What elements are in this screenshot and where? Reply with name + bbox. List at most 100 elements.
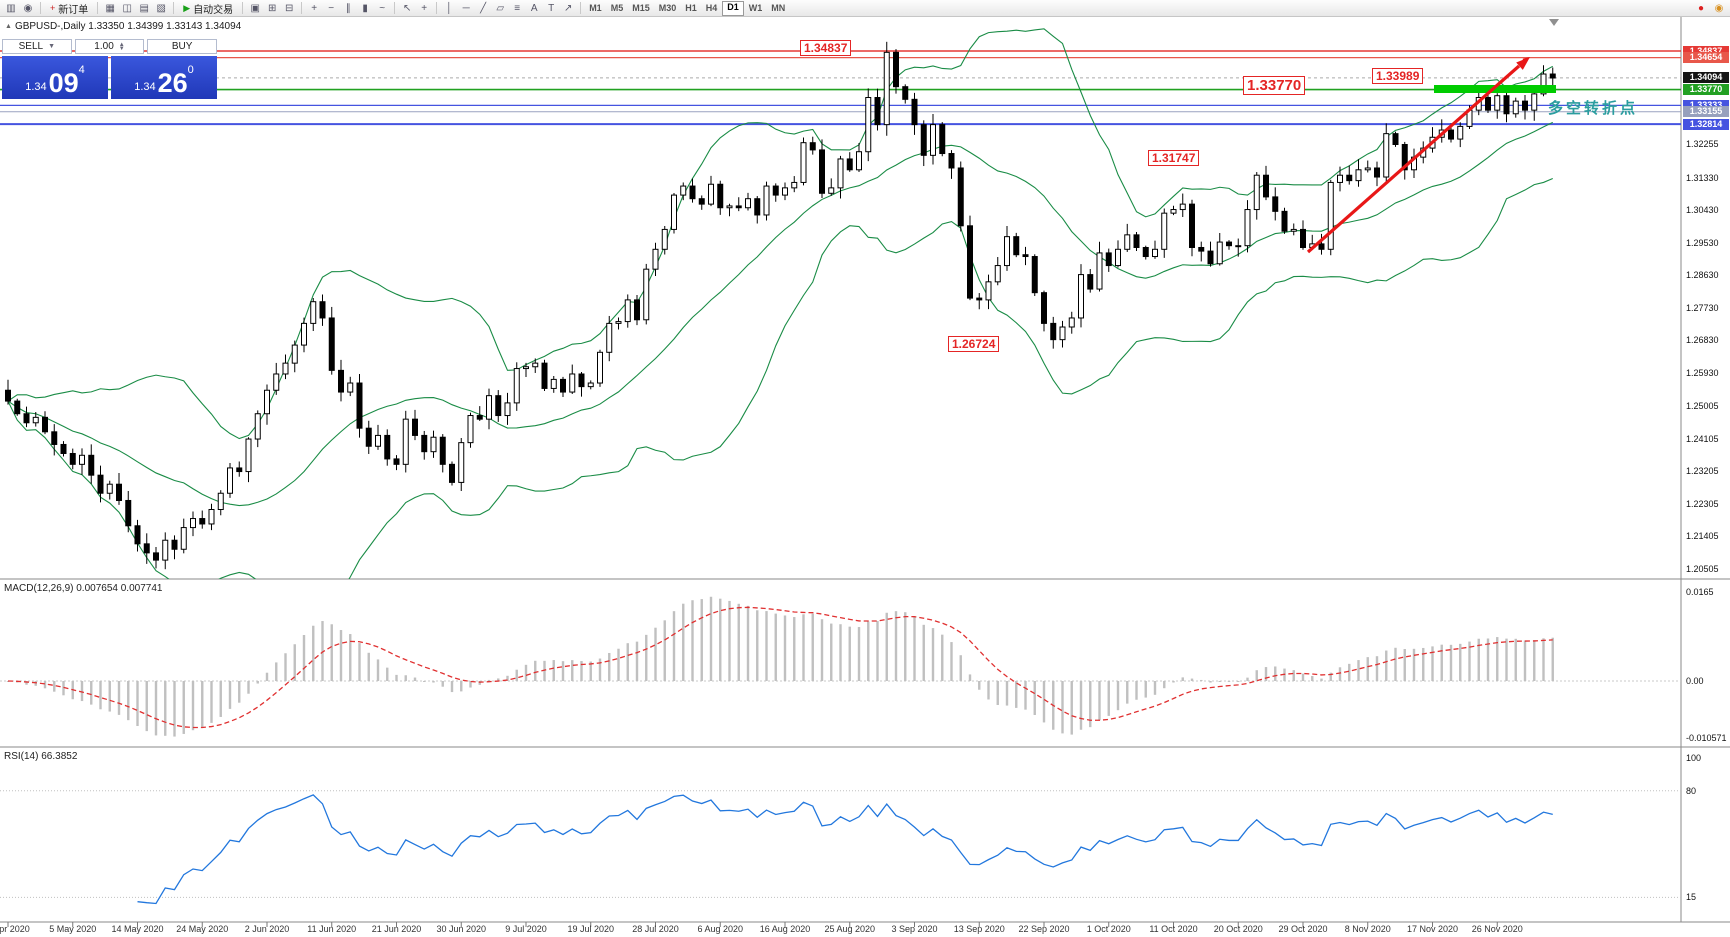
time-axis-label: 25 Aug 2020 bbox=[824, 924, 876, 934]
price-axis-label: 1.23205 bbox=[1686, 466, 1719, 477]
cursor-icon[interactable]: ↖ bbox=[402, 2, 412, 14]
price-tag: 1.33333 bbox=[1683, 99, 1729, 111]
new-order-button-label: 新订单 bbox=[58, 4, 89, 16]
crosshair-icon[interactable]: + bbox=[421, 2, 428, 14]
timeframe-D1[interactable]: D1 bbox=[722, 0, 744, 16]
timeframe-MN[interactable]: MN bbox=[771, 2, 786, 13]
indicator-axis-label: 0.00 bbox=[1686, 676, 1704, 686]
sell-price-big: 09 bbox=[48, 68, 79, 98]
time-axis-label: 20 Oct 2020 bbox=[1213, 924, 1263, 934]
autotrading-button[interactable]: ▶ 自动交易 bbox=[178, 1, 238, 16]
time-axis-label: 19 Jul 2020 bbox=[567, 924, 615, 934]
rsi-panel bbox=[0, 790, 1681, 905]
price-tag: 1.32814 bbox=[1683, 118, 1729, 130]
timeframe-W1[interactable]: W1 bbox=[748, 2, 763, 13]
bollinger-bands bbox=[7, 28, 1554, 579]
price-tag: 1.34837 bbox=[1683, 45, 1729, 57]
time-axis-label: 11 Jun 2020 bbox=[307, 924, 357, 934]
price-axis-label: 1.22305 bbox=[1686, 498, 1719, 509]
volume-stepper[interactable]: ▲ ▼ bbox=[118, 41, 125, 52]
timeframe-M15[interactable]: M15 bbox=[632, 2, 650, 13]
indicator-axis-label: 80 bbox=[1686, 785, 1697, 796]
price-axis-label: 1.30430 bbox=[1686, 205, 1719, 216]
new-order-button[interactable]: + 新订单 bbox=[45, 1, 93, 16]
timeframe-M5[interactable]: M5 bbox=[610, 2, 624, 13]
chevron-down-icon: ▼ bbox=[48, 43, 56, 50]
price-axis-label: 1.24105 bbox=[1686, 433, 1719, 444]
buy-tab[interactable]: BUY bbox=[147, 39, 218, 54]
toolbar-separator bbox=[97, 2, 99, 14]
indicator-axis-label: -0.010571 bbox=[1686, 733, 1727, 744]
price-level-label[interactable]: 1.31747 bbox=[1148, 150, 1200, 166]
alert-icon[interactable]: ● bbox=[1697, 2, 1705, 14]
line-chart-icon[interactable]: ~ bbox=[379, 2, 386, 14]
profiles-icon[interactable]: ◫ bbox=[122, 2, 132, 14]
equidistant-channel-icon[interactable]: ▱ bbox=[496, 2, 505, 14]
timeframe-H4[interactable]: H4 bbox=[705, 2, 718, 13]
price-axis-label: 1.31330 bbox=[1686, 172, 1719, 183]
new-chart-icon[interactable]: ▣ bbox=[250, 2, 260, 14]
price-level-label[interactable]: 1.33989 bbox=[1372, 68, 1424, 84]
buy-tab-label: BUY bbox=[171, 41, 193, 52]
arrows-icon[interactable]: ↗ bbox=[563, 2, 573, 14]
text-label-icon[interactable]: T bbox=[548, 2, 555, 14]
sell-button[interactable]: 1.34 09 4 bbox=[2, 56, 108, 99]
price-level-label[interactable]: 1.26724 bbox=[948, 336, 1000, 352]
bar-chart-icon[interactable]: ∥ bbox=[345, 2, 351, 14]
chart-title-text: GBPUSD-,Daily 1.33350 1.34399 1.33143 1.… bbox=[14, 21, 242, 32]
sell-tab[interactable]: SELL ▼ bbox=[2, 39, 72, 54]
horizontal-line-icon[interactable]: ─ bbox=[462, 2, 470, 14]
time-axis-label: 28 Jul 2020 bbox=[632, 924, 679, 934]
navigator-icon[interactable]: ▧ bbox=[156, 2, 166, 14]
sell-tab-label: SELL bbox=[18, 41, 44, 52]
sell-price-pip: 4 bbox=[78, 64, 85, 76]
time-axis-label: 22 Sep 2020 bbox=[1018, 924, 1070, 934]
candle-chart-icon[interactable]: ▮ bbox=[362, 2, 368, 14]
trend-arrow[interactable] bbox=[1306, 57, 1530, 254]
tile-windows-icon[interactable]: ⊞ bbox=[267, 2, 277, 14]
time-axis-label: 11 Oct 2020 bbox=[1149, 924, 1198, 934]
price-axis-label: 1.26830 bbox=[1686, 335, 1719, 346]
price-level-label[interactable]: 1.33770 bbox=[1243, 76, 1306, 95]
cascade-windows-icon[interactable]: ⊟ bbox=[284, 2, 294, 14]
market-watch-icon[interactable]: ▤ bbox=[139, 2, 149, 14]
autotrading-button-icon: ▶ bbox=[183, 2, 191, 13]
buy-price-prefix: 1.34 bbox=[134, 81, 156, 93]
charts-toolbar-icon[interactable]: ▦ bbox=[105, 2, 115, 14]
turning-point-annotation[interactable]: 多空转折点 bbox=[1548, 100, 1639, 117]
chart-title: ▲ GBPUSD-,Daily 1.33350 1.34399 1.33143 … bbox=[5, 21, 241, 32]
buy-button[interactable]: 1.34 26 0 bbox=[111, 56, 217, 99]
timeframe-M30[interactable]: M30 bbox=[658, 2, 677, 13]
toolbar-separator bbox=[242, 2, 244, 14]
zoom-out-icon[interactable]: − bbox=[328, 2, 335, 14]
timeframe-H1[interactable]: H1 bbox=[685, 2, 697, 13]
candlestick-series bbox=[5, 41, 1556, 570]
time-axis-label: 24 May 2020 bbox=[176, 924, 229, 934]
time-axis-label: 1 Oct 2020 bbox=[1086, 924, 1131, 934]
volume-input[interactable]: 1.00 ▲ ▼ bbox=[74, 39, 145, 54]
zoom-in-icon[interactable]: + bbox=[311, 2, 318, 14]
buy-price-big: 26 bbox=[157, 68, 188, 98]
fibonacci-icon[interactable]: ≡ bbox=[514, 2, 521, 14]
toolbar-separator bbox=[301, 2, 303, 14]
community-icon[interactable]: ◉ bbox=[1714, 2, 1724, 14]
chart-shift-marker[interactable] bbox=[1549, 19, 1559, 26]
time-axis-label: 13 Sep 2020 bbox=[953, 924, 1005, 934]
toolbar-separator bbox=[40, 2, 41, 14]
timeframe-M1[interactable]: M1 bbox=[589, 2, 602, 13]
text-icon[interactable]: A bbox=[530, 2, 538, 14]
toolbar: ▥ ◉ + 新订单 ▦ ◫ ▤ ▧ ▶ 自动交易 ▣ ⊞ ⊟ + − ∥ ▮ ~ ↖ + │ ─ ╱ ▱ ≡ A T ↗ M1 M5 M15… bbox=[0, 0, 1730, 17]
vertical-line-icon[interactable]: │ bbox=[446, 2, 453, 14]
macd-panel bbox=[0, 596, 1681, 737]
trendline-icon[interactable]: ╱ bbox=[480, 2, 487, 14]
time-axis-label: 30 Jun 2020 bbox=[436, 924, 487, 934]
new-order-button-icon: + bbox=[50, 3, 56, 13]
price-level-label[interactable]: 1.34837 bbox=[800, 40, 852, 56]
chart-window-icon[interactable]: ▥ bbox=[6, 2, 16, 14]
macd-signal-line bbox=[7, 606, 1553, 729]
price-axis-label: 1.21405 bbox=[1686, 531, 1719, 542]
time-axis-label: 9 Jul 2020 bbox=[505, 924, 547, 934]
chart-zoom-icon[interactable]: ◉ bbox=[23, 2, 33, 14]
price-axis-label: 1.20505 bbox=[1686, 563, 1719, 574]
